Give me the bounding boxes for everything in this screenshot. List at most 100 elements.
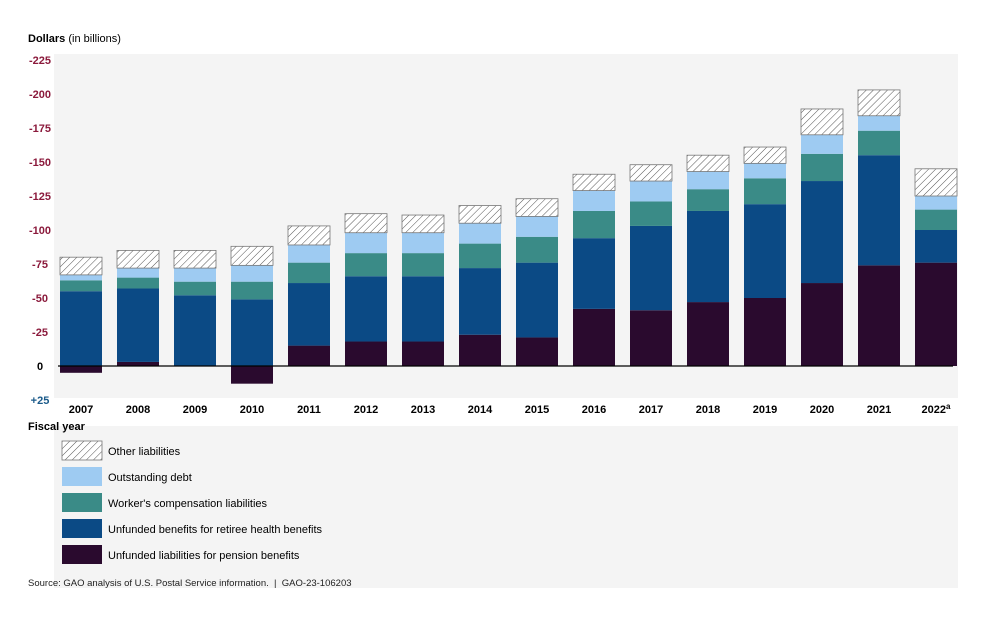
source-separator: | <box>274 578 277 589</box>
bar-segment-other-2022 <box>914 168 958 197</box>
x-tick-label: 2009 <box>183 404 207 416</box>
source-text: Source: GAO analysis of U.S. Postal Serv… <box>28 578 269 589</box>
bar-segment-workers_comp-2019 <box>744 178 786 205</box>
bar-segment-other-2016 <box>572 173 616 191</box>
bar-segment-workers_comp-2022 <box>915 209 957 230</box>
bar-segment-pension-2022 <box>915 262 957 366</box>
bar-segment-debt-2018 <box>687 171 729 190</box>
y-tick-label: -200 <box>29 89 51 101</box>
y-tick-label: +25 <box>31 395 50 407</box>
bar-segment-debt-2013 <box>402 232 444 254</box>
x-tick-label: 2022a <box>922 402 951 416</box>
bar-segment-workers_comp-2010 <box>231 281 273 300</box>
legend-swatch-other <box>61 440 103 461</box>
legend-label-workers_comp: Worker's compensation liabilities <box>108 498 268 510</box>
legend-label-other: Other liabilities <box>108 446 181 458</box>
bar-segment-pension-2013 <box>402 341 444 366</box>
bar-segment-workers_comp-2008 <box>117 277 159 289</box>
x-tick-label: 2017 <box>639 404 663 416</box>
bar-segment-health-2011 <box>288 283 330 346</box>
bar-segment-workers_comp-2007 <box>60 280 102 292</box>
bar-segment-health-2013 <box>402 276 444 342</box>
bar-segment-pension-2018 <box>687 302 729 366</box>
bar-segment-health-2010 <box>231 299 273 366</box>
bar-segment-debt-2019 <box>744 163 786 179</box>
liabilities-stacked-bar-chart: Dollars (in billions) -225 -200 -175 -150 -1… <box>28 33 958 588</box>
y-tick-label: -75 <box>32 259 48 271</box>
x-axis: 2007 2008 2009 2010 2011 2012 2013 2014 2015 2016… <box>69 402 951 416</box>
legend-area-background <box>54 426 958 588</box>
bar-segment-other-2008 <box>116 249 160 269</box>
legend-label-pension: Unfunded liabilities for pension benefit… <box>108 550 300 562</box>
bar-segment-workers_comp-2011 <box>288 262 330 284</box>
bar-segment-other-2013 <box>401 214 445 234</box>
bar-segment-workers_comp-2013 <box>402 253 444 277</box>
bar-segment-pension-2020 <box>801 283 843 366</box>
bar-segment-pension-2017 <box>630 310 672 366</box>
bar-segment-pension-2010 <box>231 366 273 384</box>
legend-label-health: Unfunded benefits for retiree health ben… <box>108 524 323 536</box>
bar-segment-workers_comp-2020 <box>801 153 843 182</box>
bar-segment-other-2017 <box>629 164 673 182</box>
bar-segment-health-2020 <box>801 181 843 284</box>
bar-segment-debt-2010 <box>231 265 273 282</box>
bar-segment-other-2015 <box>515 198 559 217</box>
chart-title: Dollars (in billions) <box>28 33 121 45</box>
bar-segment-health-2021 <box>858 155 900 266</box>
bar-segment-pension-2019 <box>744 298 786 366</box>
chart-title-bold: Dollars <box>28 33 65 45</box>
chart-title-units: (in billions) <box>65 33 121 45</box>
y-tick-label: 0 <box>37 361 43 373</box>
x-tick-label: 2014 <box>468 404 493 416</box>
x-tick-label: 2007 <box>69 404 93 416</box>
legend-swatch-debt <box>62 467 102 486</box>
bar-segment-workers_comp-2018 <box>687 189 729 211</box>
bar-segment-health-2017 <box>630 225 672 311</box>
bar-segment-pension-2014 <box>459 334 501 366</box>
y-tick-label: -225 <box>29 55 51 67</box>
chart-panel: Dollars (in billions) -225 -200 -175 -150 -1… <box>28 30 958 590</box>
bar-segment-other-2019 <box>743 146 787 164</box>
bar-segment-debt-2020 <box>801 134 843 154</box>
bar-segment-pension-2015 <box>516 337 558 366</box>
bar-segment-other-2012 <box>344 213 388 234</box>
y-tick-label: -100 <box>29 225 51 237</box>
bar-segment-workers_comp-2009 <box>174 281 216 296</box>
bar-segment-debt-2017 <box>630 181 672 202</box>
bar-segment-pension-2021 <box>858 265 900 366</box>
bar-segment-debt-2011 <box>288 244 330 263</box>
bar-segment-health-2009 <box>174 295 216 366</box>
x-tick-superscript: a <box>946 402 951 411</box>
x-tick-label: 2021 <box>867 404 891 416</box>
x-tick-label: 2008 <box>126 404 150 416</box>
x-tick-label: 2019 <box>753 404 777 416</box>
bar-segment-health-2014 <box>459 268 501 335</box>
x-tick-label: 2016 <box>582 404 606 416</box>
source-note: Source: GAO analysis of U.S. Postal Serv… <box>28 578 352 589</box>
bar-segment-other-2014 <box>458 205 502 224</box>
bar-segment-debt-2008 <box>117 268 159 278</box>
bar-segment-debt-2015 <box>516 216 558 237</box>
bar-segment-other-2010 <box>230 245 274 266</box>
bar-segment-other-2020 <box>800 108 844 136</box>
legend-swatch-pension <box>62 545 102 564</box>
bar-segment-debt-2014 <box>459 223 501 244</box>
bar-segment-health-2016 <box>573 238 615 309</box>
bar-segment-workers_comp-2021 <box>858 130 900 156</box>
y-axis: -225 -200 -175 -150 -125 -100 -75 -50 -25 0 +25 <box>29 55 51 407</box>
bar-segment-health-2008 <box>117 288 159 362</box>
x-tick-label: 2013 <box>411 404 435 416</box>
bar-segment-health-2018 <box>687 210 729 303</box>
bar-segment-health-2015 <box>516 262 558 338</box>
x-tick-label: 2010 <box>240 404 264 416</box>
bar-segment-pension-2008 <box>117 361 159 366</box>
bar-segment-health-2007 <box>60 291 102 366</box>
bars-group <box>59 89 958 384</box>
bar-segment-debt-2009 <box>174 268 216 282</box>
bar-segment-debt-2016 <box>573 190 615 211</box>
bar-segment-other-2007 <box>59 256 103 276</box>
bar-segment-workers_comp-2017 <box>630 201 672 226</box>
x-tick-label: 2012 <box>354 404 378 416</box>
bar-segment-debt-2021 <box>858 115 900 131</box>
legend-label-debt: Outstanding debt <box>108 472 192 484</box>
